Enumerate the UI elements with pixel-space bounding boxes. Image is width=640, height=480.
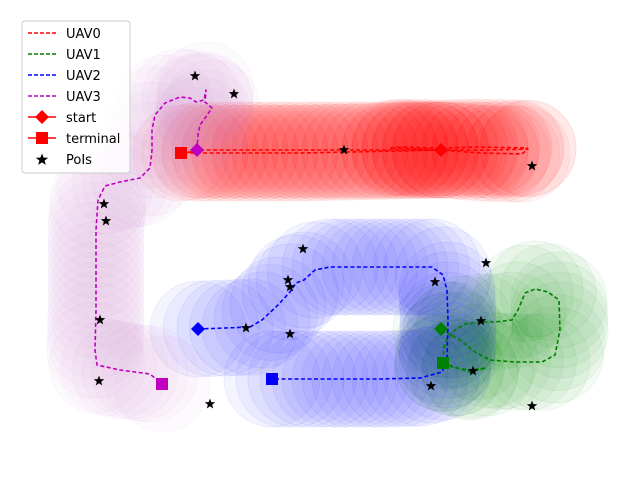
- poi-star-marker: [425, 380, 437, 391]
- legend-square-icon: [36, 132, 48, 144]
- uav1-start-marker: [434, 322, 448, 336]
- uav1-coverage-disc: [480, 313, 577, 411]
- legend-star-icon: [35, 153, 49, 165]
- uav3-terminal-marker: [156, 378, 168, 390]
- uav2-trajectory-line: [197, 266, 449, 380]
- uav1-trajectory-line: [440, 288, 561, 373]
- uav3-start-marker: [190, 143, 204, 157]
- poi-star-marker: [189, 70, 201, 81]
- legend-entry-terminal: terminal: [28, 132, 120, 147]
- poi-star-marker: [526, 160, 538, 171]
- uav1-coverage-disc: [406, 319, 504, 417]
- legend-entry-uav3: UAV3: [28, 90, 101, 105]
- poi-layer: [93, 70, 538, 411]
- legend-label-uav2: UAV2: [66, 69, 101, 84]
- poi-star-marker: [297, 243, 309, 254]
- uav3-coverage-disc: [81, 322, 179, 420]
- poi-star-marker: [204, 398, 216, 409]
- poi-star-marker: [429, 276, 441, 287]
- uav1-coverage-disc: [446, 273, 544, 371]
- legend-label-uav0: UAV0: [66, 27, 101, 42]
- start-terminal-layer: [156, 143, 449, 390]
- legend-entry-pois: PoIs: [35, 153, 92, 168]
- uav1-terminal-marker: [437, 357, 449, 369]
- uav2-coverage-disc: [394, 226, 492, 324]
- legend-entry-uav1: UAV1: [28, 48, 101, 63]
- poi-star-marker: [100, 215, 112, 226]
- uav3-coverage-disc: [131, 48, 229, 146]
- uav0-coverage-disc: [452, 105, 550, 202]
- uav0-coverage-disc: [361, 100, 459, 198]
- legend: UAV0 UAV1 UAV2 UAV3 start terminal PoIs: [21, 20, 131, 174]
- uav2-terminal-marker: [266, 373, 278, 385]
- uav1-coverage-disc: [499, 243, 597, 341]
- legend-entry-uav0: UAV0: [28, 27, 101, 42]
- poi-star-marker: [98, 198, 110, 209]
- poi-star-marker: [480, 257, 492, 268]
- poi-star-marker: [526, 400, 538, 411]
- poi-star-marker: [475, 315, 487, 326]
- poi-star-marker: [93, 375, 105, 386]
- uav1-coverage-disc: [454, 312, 551, 410]
- uav0-terminal-marker: [175, 147, 187, 159]
- legend-label-uav1: UAV1: [66, 48, 101, 63]
- uav2-coverage-disc: [247, 234, 345, 332]
- uav0-coverage-disc: [321, 103, 419, 201]
- trajectory-layer: [94, 89, 561, 385]
- poi-star-marker: [284, 328, 296, 339]
- legend-diamond-icon: [35, 110, 49, 124]
- uav1-coverage-disc: [493, 313, 591, 411]
- uav1-coverage-disc: [486, 240, 584, 338]
- uav1-coverage-disc: [510, 251, 608, 349]
- legend-entry-start: start: [28, 110, 96, 126]
- poi-star-marker: [284, 281, 296, 292]
- uav1-coverage-disc: [396, 293, 494, 391]
- uav0-start-marker: [434, 143, 448, 157]
- uav3-coverage-disc: [155, 51, 253, 149]
- uav2-coverage-disc: [221, 264, 319, 361]
- poi-star-marker: [228, 88, 240, 99]
- poi-star-marker: [282, 274, 294, 285]
- poi-star-marker: [467, 365, 479, 376]
- coverage-layer: [46, 41, 609, 433]
- legend-label-start: start: [66, 111, 96, 126]
- uav0-coverage-disc: [473, 105, 571, 203]
- poi-star-marker: [338, 144, 350, 155]
- uav3-trajectory-line: [94, 89, 213, 385]
- legend-frame: [21, 20, 131, 174]
- uav1-coverage-disc: [394, 307, 492, 405]
- uav0-trajectory-line: [180, 146, 529, 155]
- legend-label-terminal: terminal: [66, 132, 120, 147]
- legend-entry-uav2: UAV2: [28, 69, 101, 84]
- uav3-coverage-disc: [101, 325, 199, 423]
- uav2-start-marker: [191, 322, 205, 336]
- legend-label-pois: PoIs: [66, 153, 92, 168]
- poi-star-marker: [240, 322, 252, 333]
- poi-star-marker: [94, 314, 106, 325]
- legend-label-uav3: UAV3: [66, 90, 101, 105]
